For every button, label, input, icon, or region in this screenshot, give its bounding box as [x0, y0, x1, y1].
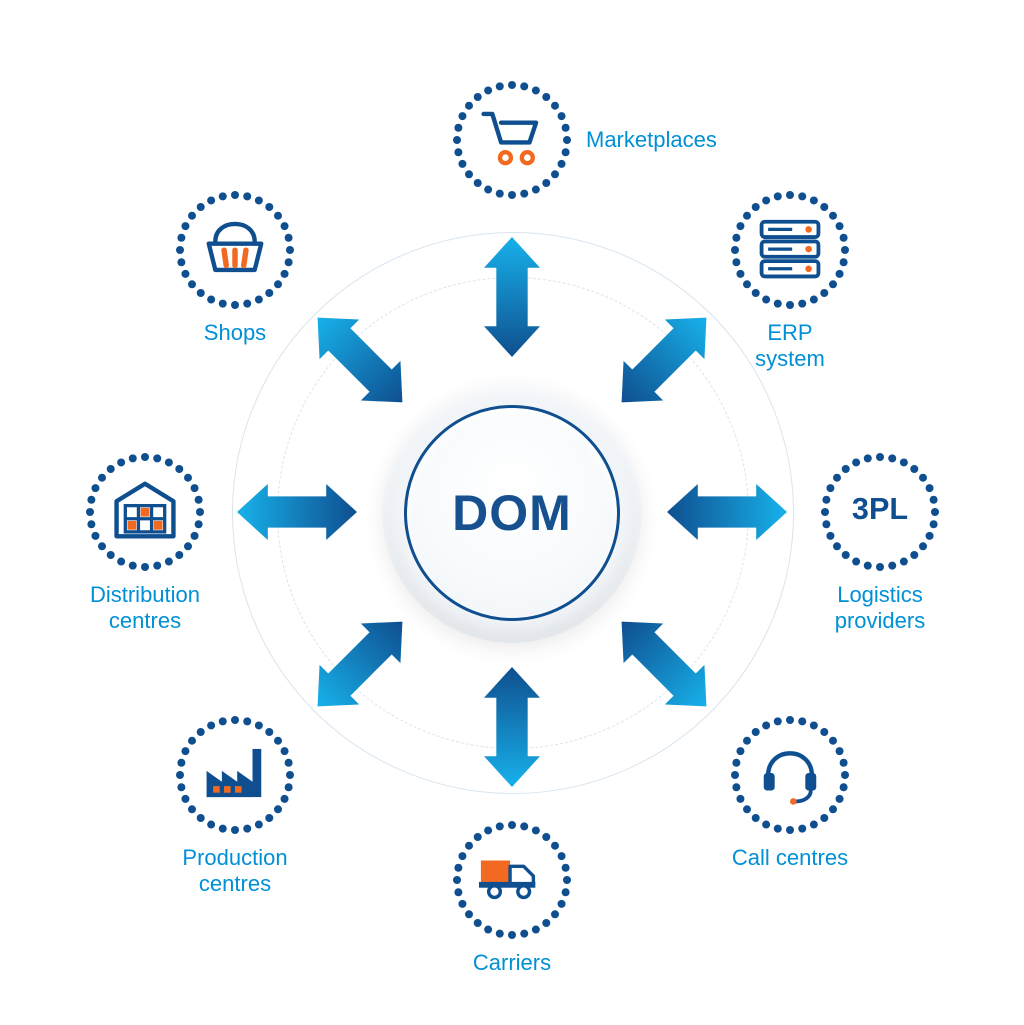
3pl-icon: 3PL	[845, 475, 915, 550]
carriers-icon	[477, 843, 547, 918]
center-label: DOM	[382, 383, 642, 643]
production-icon	[200, 738, 270, 813]
node-carriers: Carriers	[422, 820, 602, 976]
marketplaces-label: Marketplaces	[586, 127, 717, 153]
carriers-label: Carriers	[422, 950, 602, 976]
callcentres-bubble	[730, 715, 850, 835]
3pl-label: Logistics providers	[790, 582, 970, 635]
svg-text:3PL: 3PL	[852, 491, 908, 525]
node-3pl: 3PL Logistics providers	[790, 452, 970, 635]
arrow-carriers	[484, 667, 540, 787]
shops-label: Shops	[145, 320, 325, 346]
erp-icon	[755, 213, 825, 288]
shops-bubble	[175, 190, 295, 310]
erp-bubble	[730, 190, 850, 310]
marketplaces-icon	[477, 103, 547, 178]
carriers-bubble	[452, 820, 572, 940]
callcentres-label: Call centres	[700, 845, 880, 871]
arrow-distribution	[237, 484, 357, 540]
distribution-icon	[110, 475, 180, 550]
3pl-bubble: 3PL	[820, 452, 940, 572]
shops-icon	[200, 213, 270, 288]
arrow-3pl	[667, 484, 787, 540]
arrow-marketplaces	[484, 237, 540, 357]
production-label: Production centres	[145, 845, 325, 898]
diagram-stage: DOM Marketplaces	[0, 0, 1024, 1025]
node-shops: Shops	[145, 190, 325, 346]
distribution-label: Distribution centres	[55, 582, 235, 635]
distribution-bubble	[85, 452, 205, 572]
node-production: Production centres	[145, 715, 325, 898]
node-callcentres: Call centres	[700, 715, 880, 871]
node-erp: ERP system	[700, 190, 880, 373]
callcentres-icon	[755, 738, 825, 813]
node-distribution: Distribution centres	[55, 452, 235, 635]
node-marketplaces: Marketplaces	[452, 80, 772, 200]
production-bubble	[175, 715, 295, 835]
center-hub: DOM	[382, 383, 642, 643]
erp-label: ERP system	[700, 320, 880, 373]
marketplaces-bubble	[452, 80, 572, 200]
